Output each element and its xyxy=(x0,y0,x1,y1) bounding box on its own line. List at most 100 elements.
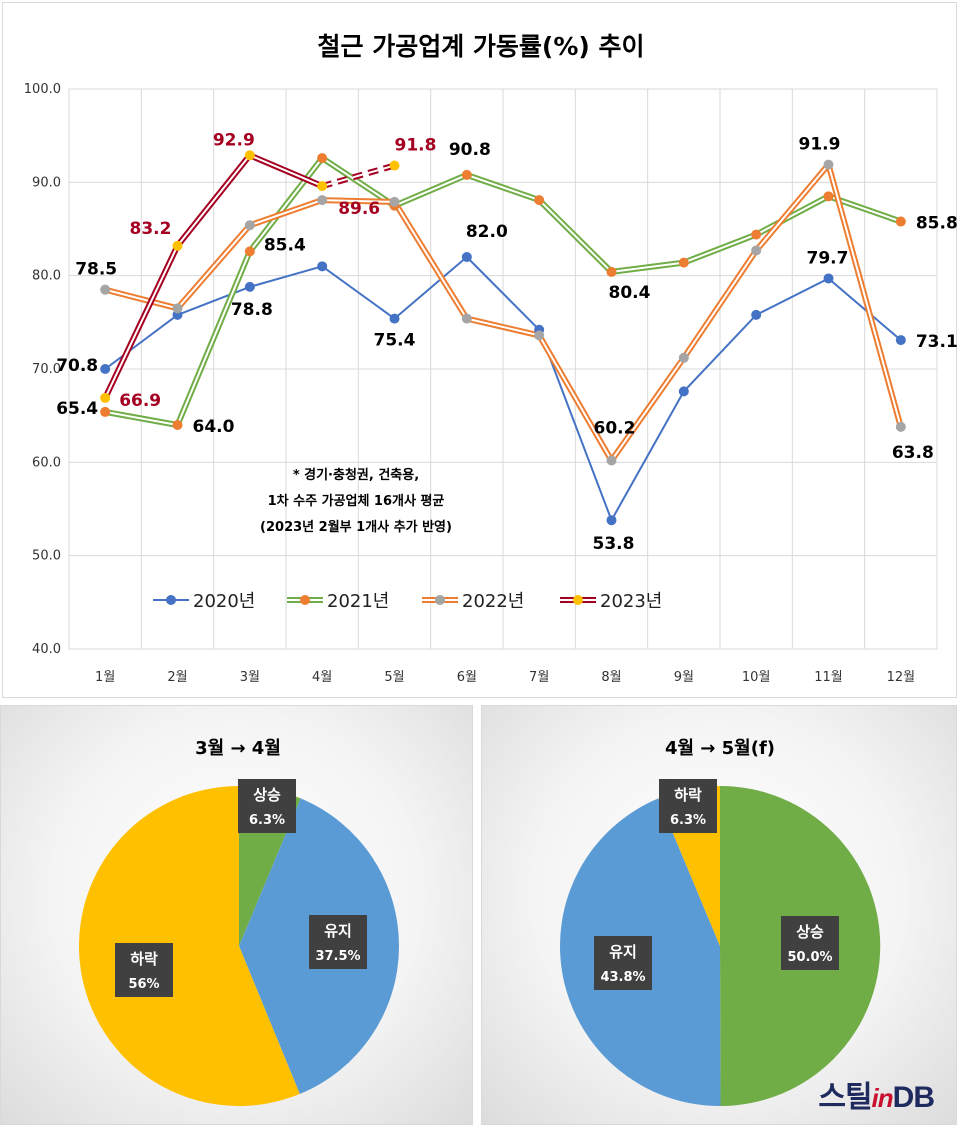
data-point xyxy=(389,313,400,324)
pie-slice-label: 상승 xyxy=(253,786,281,804)
data-label: 63.8 xyxy=(892,443,934,463)
data-point xyxy=(461,313,472,324)
data-point xyxy=(823,273,834,284)
data-point xyxy=(461,169,472,180)
series-2023년-forecast-line-inner xyxy=(321,164,395,188)
chart-legend: 2020년 2021년 2022년 2023년 xyxy=(153,591,662,612)
data-point xyxy=(751,309,762,320)
data-label: 91.8 xyxy=(395,136,437,156)
steelindb-logo: 스틸inDB xyxy=(818,1081,935,1114)
data-point xyxy=(823,159,834,170)
legend-marker xyxy=(300,595,310,605)
pie-chart-panel-apr-may: 4월 → 5월(f) 상승 50.0% 유지 43.8% 하락 6.3% 스틸inDB xyxy=(481,705,957,1125)
line-chart: 철근 가공업계 가동률(%) 추이 40.0 50.0 60.0 70.0 80.0 90… xyxy=(24,32,958,685)
y-axis: 40.0 50.0 60.0 70.0 80.0 90.0 100.0 xyxy=(24,82,61,657)
pie-slice-label: 하락 xyxy=(674,786,702,804)
pie-slice-value: 43.8% xyxy=(600,970,645,985)
data-point xyxy=(172,240,183,251)
data-label: 75.4 xyxy=(374,331,416,351)
series-2020년-line xyxy=(104,256,902,522)
y-tick-label: 50.0 xyxy=(32,549,61,564)
data-point xyxy=(461,252,472,262)
data-point xyxy=(751,229,762,240)
data-label: 60.2 xyxy=(594,418,636,438)
pie-slice-value: 56% xyxy=(128,977,159,992)
series-layer xyxy=(100,150,906,526)
pie-label-box xyxy=(659,779,717,833)
x-tick-label: 6월 xyxy=(457,670,477,685)
pie-slice-label: 유지 xyxy=(324,922,352,940)
pie-slice-value: 6.3% xyxy=(249,813,285,828)
data-label: 78.5 xyxy=(75,260,117,280)
data-point xyxy=(317,195,328,206)
chart-note: * 경기·충청권, 건축용, 1차 수주 가공업체 16개사 평균 (2023년 2… xyxy=(260,467,452,535)
x-tick-label: 11월 xyxy=(814,670,843,685)
data-point xyxy=(244,246,255,257)
data-point xyxy=(244,150,255,161)
pie-slice xyxy=(78,786,300,1106)
pie-title: 3월 → 4월 xyxy=(195,738,281,759)
data-point xyxy=(172,303,183,314)
data-label: 80.4 xyxy=(609,283,651,303)
data-point xyxy=(606,455,617,466)
legend-marker xyxy=(573,595,583,605)
legend-marker xyxy=(166,595,176,605)
y-tick-label: 90.0 xyxy=(32,175,61,190)
data-point xyxy=(678,352,689,363)
data-point xyxy=(823,191,834,202)
pie-slice-label: 상승 xyxy=(796,923,824,941)
data-point xyxy=(317,261,328,272)
data-label: 70.8 xyxy=(56,356,98,376)
series-2023년-line-inner xyxy=(104,154,323,399)
data-label: 73.1 xyxy=(916,332,958,352)
pie-slice-value: 6.3% xyxy=(670,813,706,828)
note-line: 1차 수주 가공업체 16개사 평균 xyxy=(268,493,445,509)
data-point xyxy=(317,181,328,192)
data-labels: 70.8 78.8 75.4 82.0 53.8 79.7 73.1 65.4 64.0 90.8… xyxy=(56,130,958,554)
data-label: 53.8 xyxy=(593,534,635,554)
data-point xyxy=(389,160,400,171)
y-tick-label: 60.0 xyxy=(32,455,61,470)
data-point xyxy=(606,266,617,277)
data-point xyxy=(244,220,255,231)
data-point xyxy=(606,515,617,526)
data-label: 79.7 xyxy=(807,248,849,268)
line-chart-panel: 철근 가공업계 가동률(%) 추이 40.0 50.0 60.0 70.0 80.0 90… xyxy=(2,2,958,698)
data-label: 92.9 xyxy=(213,130,255,150)
x-tick-label: 7월 xyxy=(529,670,549,685)
pie-chart-apr-may: 4월 → 5월(f) 상승 50.0% 유지 43.8% 하락 6.3% xyxy=(559,738,881,1107)
data-point xyxy=(751,245,762,256)
data-point xyxy=(534,195,545,206)
pie-slice-label: 유지 xyxy=(609,943,637,961)
pie-slice-value: 37.5% xyxy=(315,949,360,964)
y-tick-label: 40.0 xyxy=(32,642,61,657)
data-label: 64.0 xyxy=(193,417,235,437)
note-line: (2023년 2월부 1개사 추가 반영) xyxy=(260,519,452,535)
x-axis: 1월 2월 3월 4월 5월 6월 7월 8월 9월 10월 11월 12월 xyxy=(95,670,915,685)
pie-label-box xyxy=(594,936,652,990)
x-tick-label: 1월 xyxy=(95,670,115,685)
data-label: 90.8 xyxy=(449,140,491,160)
data-point xyxy=(317,153,328,164)
data-label: 85.4 xyxy=(264,235,306,255)
x-tick-label: 12월 xyxy=(887,670,916,685)
pie-label-box xyxy=(781,916,839,970)
pie-slice-label: 하락 xyxy=(130,950,158,968)
data-point xyxy=(678,257,689,268)
pie-title: 4월 → 5월(f) xyxy=(665,738,775,759)
pie-slice-value: 50.0% xyxy=(787,950,832,965)
data-point xyxy=(678,386,689,397)
data-point xyxy=(100,406,111,417)
legend-label: 2022년 xyxy=(462,591,524,612)
data-label: 78.8 xyxy=(231,300,273,320)
x-tick-label: 2월 xyxy=(167,670,187,685)
data-label: 91.9 xyxy=(799,135,841,155)
data-label: 89.6 xyxy=(338,199,380,219)
data-point xyxy=(895,335,906,346)
legend-marker xyxy=(435,595,445,605)
data-point xyxy=(895,421,906,432)
note-line: * 경기·충청권, 건축용, xyxy=(293,467,419,483)
y-tick-label: 80.0 xyxy=(32,269,61,284)
